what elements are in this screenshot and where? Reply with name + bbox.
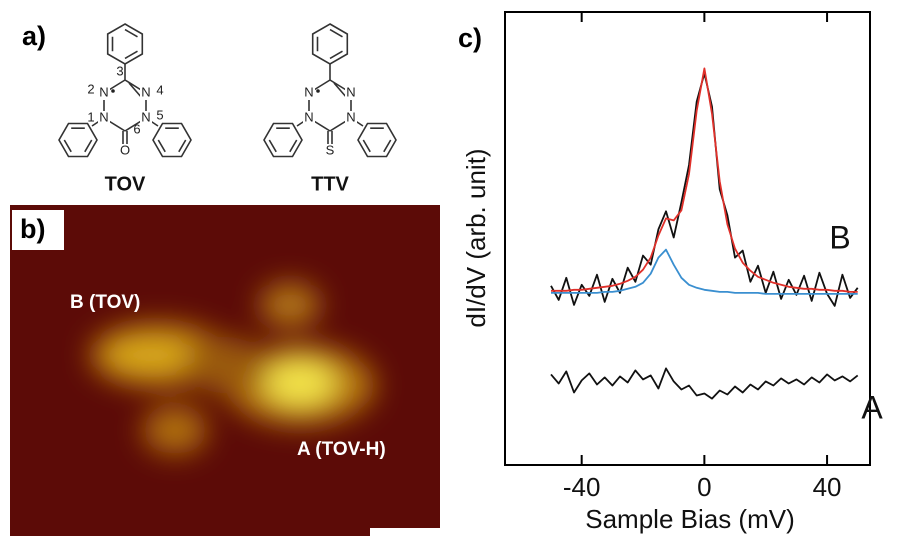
atom-number: 4 [156,82,163,97]
x-tick-label: 0 [697,472,711,502]
atom-label: N [99,109,108,124]
plot-frame [504,11,871,466]
atom-label: S [326,142,335,157]
y-axis-label: dI/dV (arb. unit) [461,148,491,327]
panel-label: c) [458,23,482,53]
atom-number: 1 [87,109,94,124]
radical-dot [316,89,320,93]
molecule-name: TTV [311,173,349,195]
atom-label: N [141,109,150,124]
phenyl [357,122,397,158]
phenyl [106,23,144,65]
x-tick-label: 40 [813,472,842,502]
curve-label: B [829,219,850,255]
data-line [551,248,858,295]
panel-label: a) [22,21,46,51]
stm-features [90,283,375,454]
atom-bg [98,86,110,100]
curve-label: A [861,389,883,425]
bond [296,64,364,144]
radical-dot [111,89,115,93]
data-line [550,72,859,307]
x-tick-label: -40 [563,472,601,502]
atom-number: 3 [116,63,123,78]
molecule-name: TOV [105,173,146,195]
atom-label: N [99,84,108,99]
atom-bg [345,86,357,100]
stm-image [10,205,440,536]
phenyl [58,122,98,158]
scale-bar [370,528,440,536]
atom-number: 2 [87,81,94,96]
phenyl [152,122,192,158]
atom-label: N [346,109,355,124]
atom-label: N [346,84,355,99]
atom-number: 5 [156,107,163,122]
atom-label: N [141,84,150,99]
atom-number: 6 [133,121,140,136]
panel-label: b) [20,214,45,244]
atom-bg [119,144,131,158]
annotation: B (TOV) [70,292,140,313]
x-axis-label: Sample Bias (mV) [585,504,795,534]
atom-bg [303,111,315,125]
data-line [551,67,858,293]
atom-bg [98,111,110,125]
atom-label: N [304,109,313,124]
phenyl [263,122,303,158]
atom-bg [324,144,336,158]
atom-bg [140,86,152,100]
atom-label: N [304,84,313,99]
atom-bg [140,111,152,125]
annotation: A (TOV-H) [297,439,386,460]
phenyl [311,23,349,65]
label-box [12,210,64,250]
bond [91,64,159,144]
atom-bg [303,86,315,100]
data-line [550,367,859,400]
atom-label: O [120,142,130,157]
atom-bg [345,111,357,125]
